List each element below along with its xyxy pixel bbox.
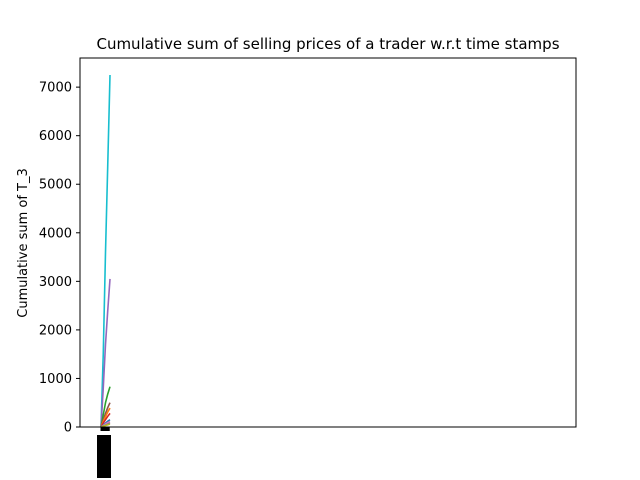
series-line: [100, 412, 111, 428]
y-tick-label: 1000: [39, 372, 72, 387]
y-tick-label: 0: [64, 421, 72, 436]
chart-title: Cumulative sum of selling prices of a tr…: [96, 35, 559, 53]
x-tick-label: [97, 435, 105, 478]
x-tick-label: [103, 435, 111, 478]
series-line: [100, 74, 111, 428]
y-tick-label: 4000: [39, 226, 72, 241]
y-tick-label: 5000: [39, 178, 72, 193]
y-axis-label: Cumulative sum of T_3: [16, 168, 31, 318]
y-tick-label: 6000: [39, 129, 72, 144]
y-tick-label: 7000: [39, 81, 72, 96]
x-axis: [97, 427, 111, 478]
y-tick-label: 2000: [39, 323, 72, 338]
y-axis: 0 1000 2000 3000 4000 5000 6000 7000: [39, 81, 80, 436]
series-layer: [100, 74, 111, 428]
series-line: [100, 278, 111, 428]
y-tick-label: 3000: [39, 275, 72, 290]
series-line: [100, 386, 111, 428]
plot-frame: [79, 57, 577, 428]
